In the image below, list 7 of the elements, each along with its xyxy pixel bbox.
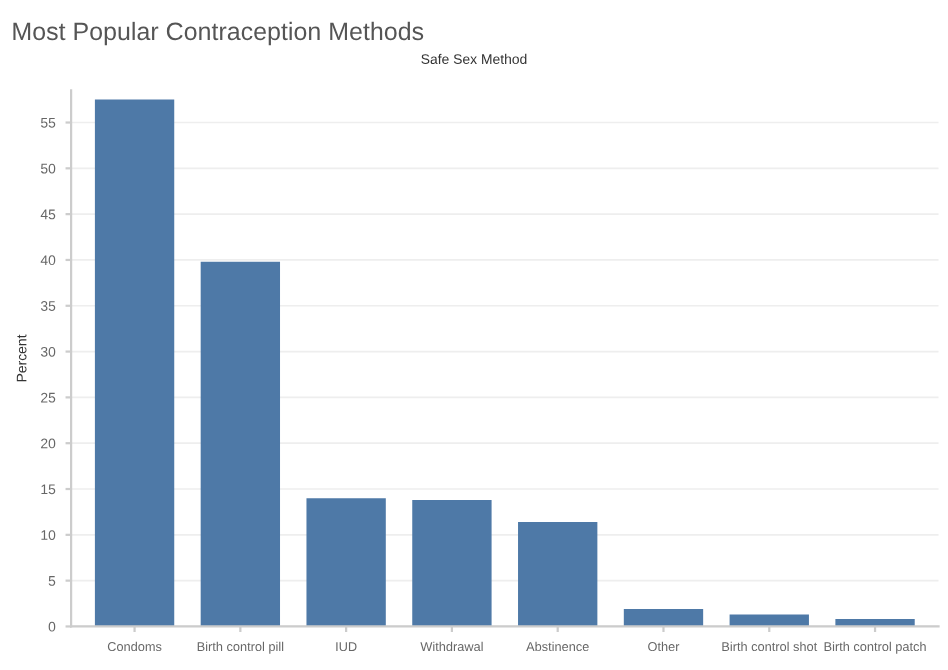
chart-title: Most Popular Contraception Methods (13, 21, 424, 46)
bar (412, 500, 492, 627)
bar (623, 609, 704, 627)
bar (306, 498, 386, 627)
bar (200, 261, 281, 627)
bar (518, 522, 598, 627)
bar (94, 99, 175, 627)
